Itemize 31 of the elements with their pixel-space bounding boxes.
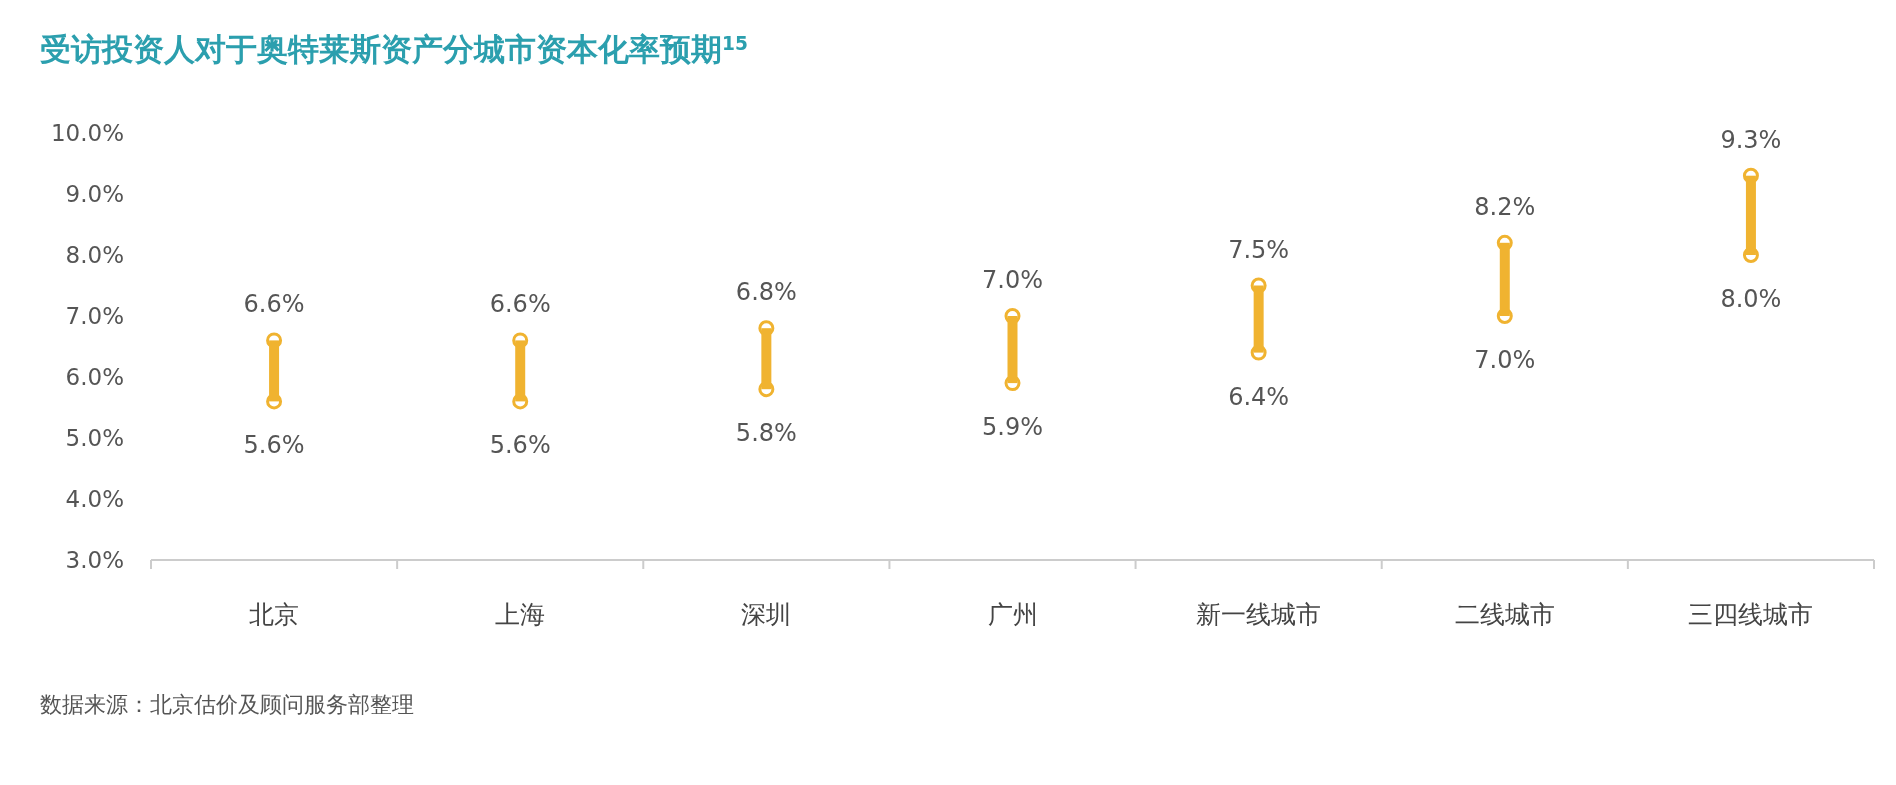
x-tick-label: 北京 <box>249 600 300 629</box>
annotation: 5.6% <box>489 431 551 460</box>
annotation: 5.6% <box>243 431 305 460</box>
annotation: 7.0% <box>982 266 1043 294</box>
y-tick-label: 5.0% <box>65 425 124 451</box>
annotation: 6.8% <box>735 278 797 307</box>
x-tick-label: 广州 <box>987 600 1038 629</box>
annotation: 5.8% <box>735 419 797 448</box>
annotation: 7.5% <box>1228 235 1290 264</box>
annotation: 8.2% <box>1474 192 1536 221</box>
chart-title: 受访投资人对于奥特莱斯资产分城市资本化率预期$^{15}$ <box>40 31 748 67</box>
y-tick-label: 6.0% <box>65 364 124 390</box>
annotation: 7.0% <box>1474 346 1536 374</box>
annotation: 6.6% <box>243 290 305 319</box>
x-tick-label: 上海 <box>495 600 546 629</box>
y-tick-label: 7.0% <box>65 303 124 329</box>
x-tick-label: 二线城市 <box>1454 600 1555 629</box>
annotation: 8.0% <box>1720 285 1782 313</box>
annotation: 6.6% <box>489 290 551 319</box>
y-tick-label: 3.0% <box>65 547 124 573</box>
source-note: 数据来源：北京估价及顾问服务部整理 <box>40 692 414 717</box>
annotation: 5.9% <box>982 413 1043 442</box>
annotation: 6.4% <box>1228 382 1290 411</box>
y-tick-label: 4.0% <box>65 486 124 512</box>
y-tick-label: 8.0% <box>65 242 124 268</box>
x-tick-label: 新一线城市 <box>1196 600 1322 629</box>
y-tick-label: 9.0% <box>65 181 124 207</box>
x-tick-label: 深圳 <box>741 600 792 629</box>
y-tick-label: 10.0% <box>50 120 124 146</box>
x-tick-label: 三四线城市 <box>1688 600 1814 629</box>
annotation: 9.3% <box>1720 125 1782 154</box>
